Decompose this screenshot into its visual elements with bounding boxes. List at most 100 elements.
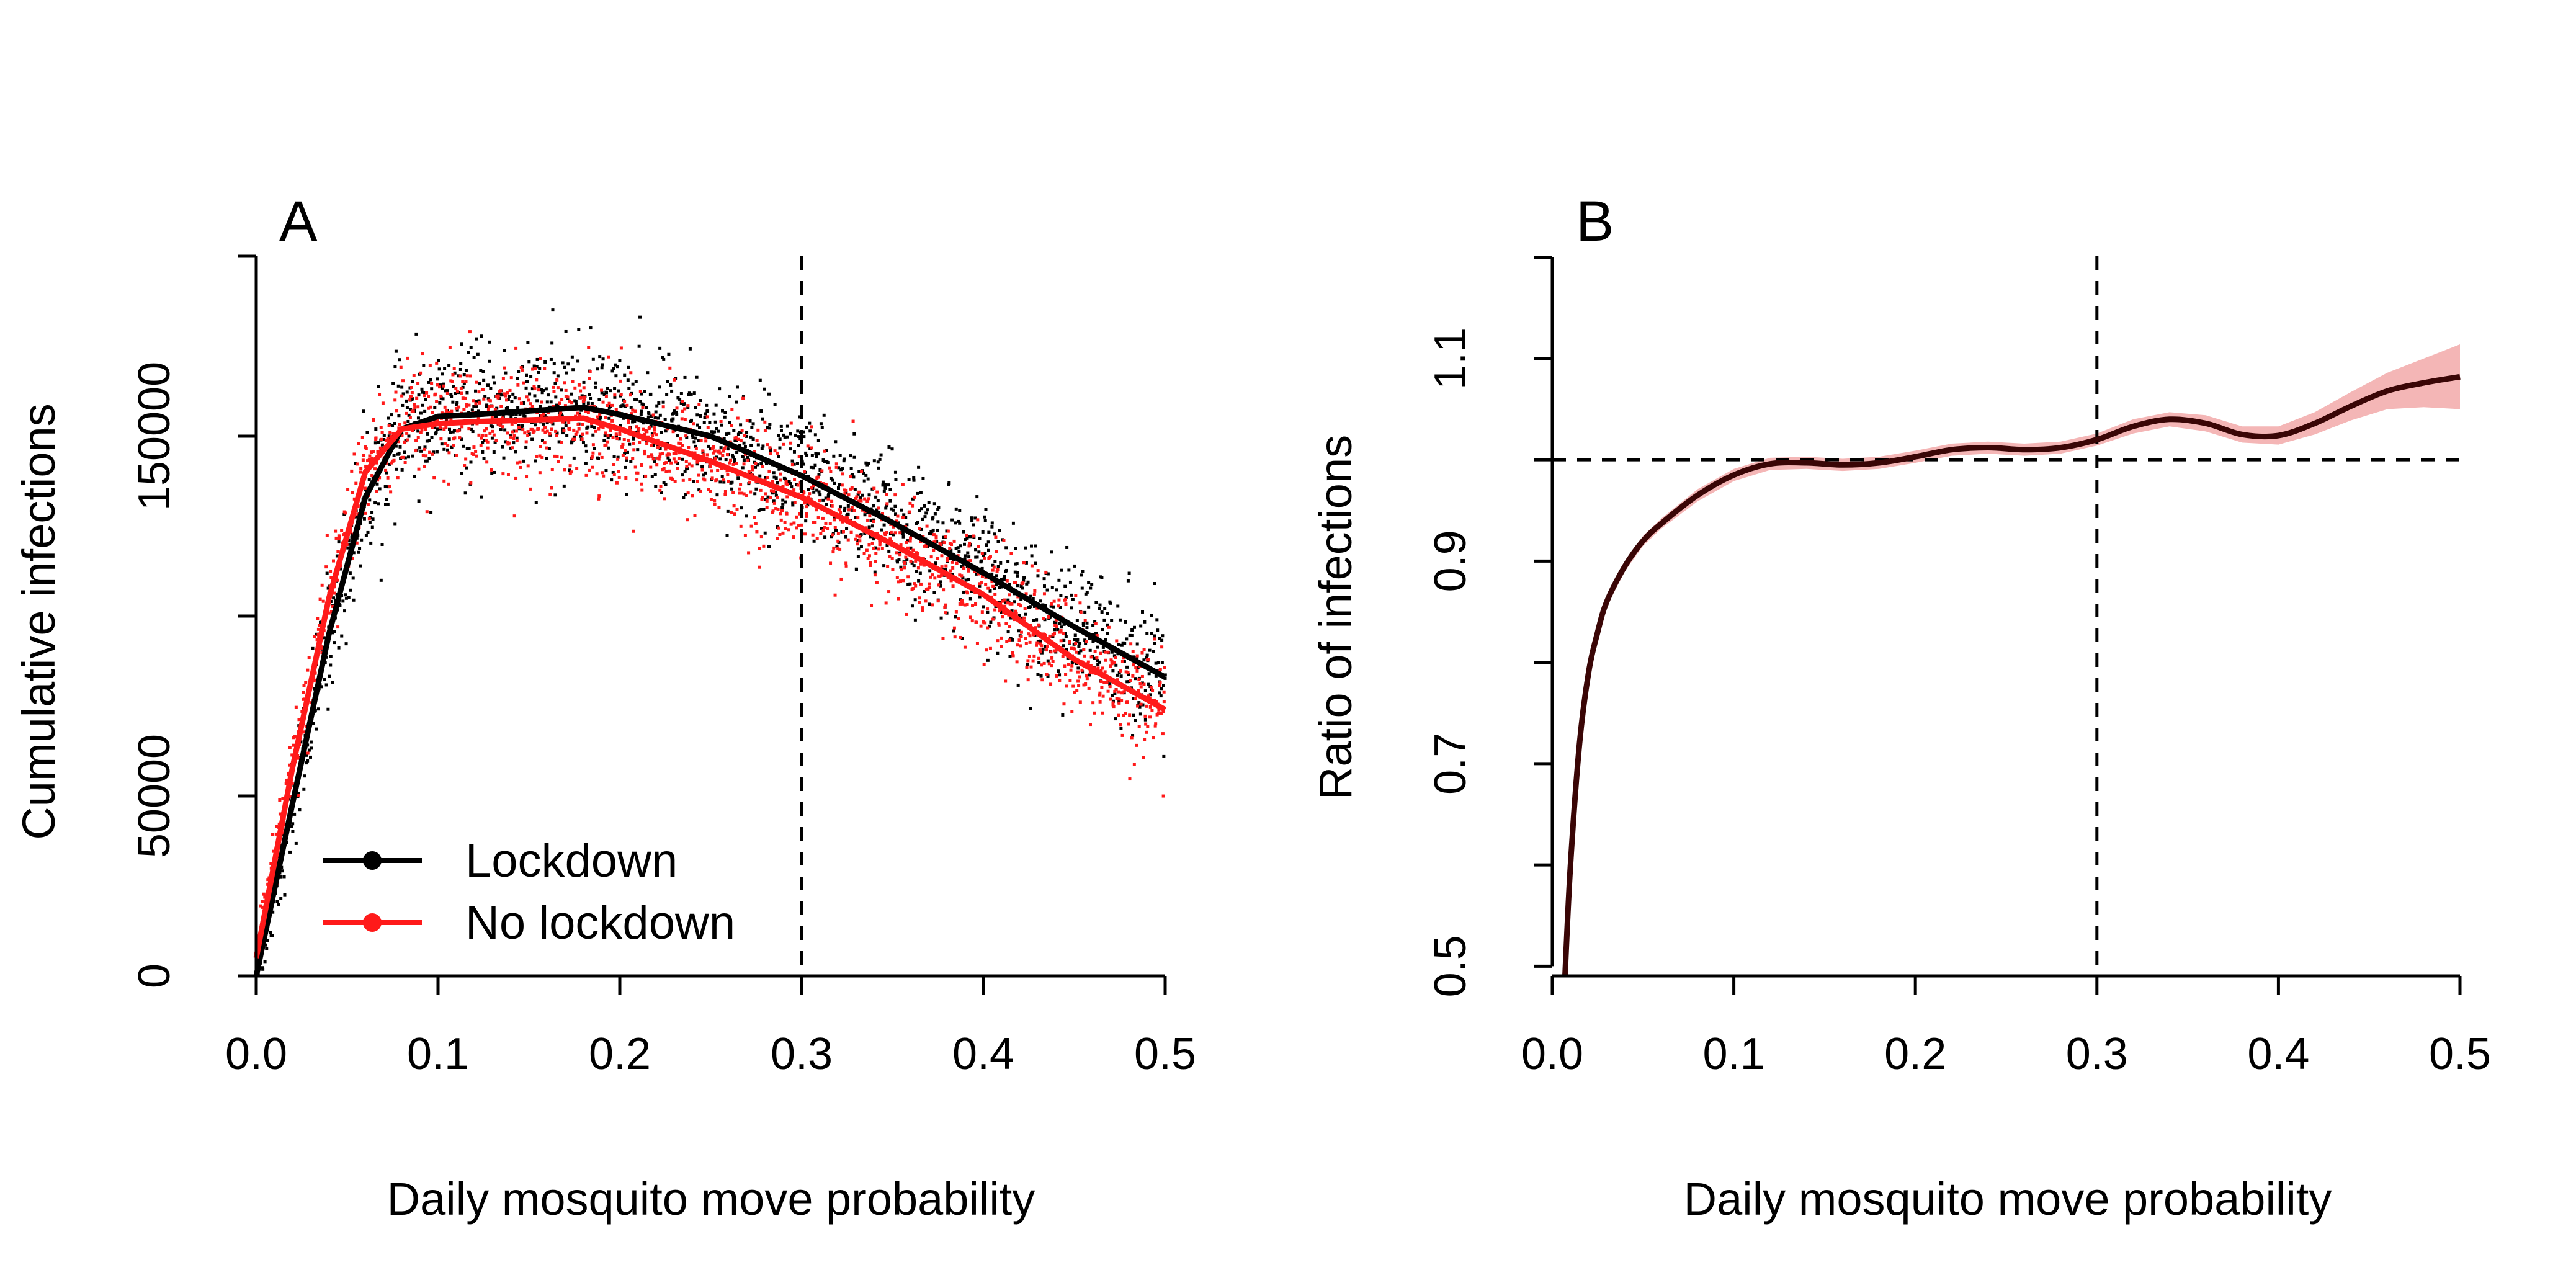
scatter-point bbox=[1160, 687, 1163, 691]
scatter-point bbox=[1076, 679, 1080, 683]
scatter-point bbox=[1163, 676, 1167, 680]
scatter-point bbox=[979, 580, 983, 584]
scatter-point bbox=[424, 459, 427, 463]
scatter-point bbox=[450, 380, 454, 383]
scatter-point bbox=[782, 433, 785, 437]
scatter-point bbox=[440, 442, 444, 446]
scatter-point bbox=[562, 429, 566, 432]
scatter-point bbox=[1064, 602, 1068, 606]
scatter-point bbox=[762, 544, 766, 548]
scatter-point bbox=[640, 482, 643, 486]
scatter-point bbox=[761, 417, 765, 421]
scatter-point bbox=[679, 437, 682, 441]
scatter-point bbox=[830, 504, 834, 508]
scatter-point bbox=[974, 620, 978, 624]
scatter-point bbox=[1019, 584, 1023, 588]
scatter-point bbox=[881, 512, 885, 516]
scatter-point bbox=[781, 485, 785, 488]
scatter-point bbox=[982, 605, 985, 609]
scatter-point bbox=[546, 393, 550, 397]
scatter-point bbox=[1124, 712, 1127, 715]
scatter-point bbox=[281, 797, 285, 800]
scatter-point bbox=[510, 400, 514, 403]
scatter-point bbox=[530, 387, 534, 391]
scatter-point bbox=[715, 493, 719, 497]
scatter-point bbox=[428, 450, 432, 454]
scatter-point bbox=[604, 469, 608, 473]
scatter-point bbox=[1015, 562, 1019, 566]
scatter-point bbox=[352, 551, 356, 555]
scatter-point bbox=[512, 441, 516, 445]
scatter-point bbox=[986, 658, 990, 662]
scatter-point bbox=[740, 491, 744, 495]
scatter-point bbox=[297, 718, 301, 722]
scatter-point bbox=[1060, 625, 1063, 629]
scatter-point bbox=[324, 683, 328, 687]
scatter-point bbox=[375, 482, 379, 486]
scatter-point bbox=[1000, 610, 1003, 614]
scatter-point bbox=[1042, 617, 1045, 620]
scatter-point bbox=[349, 588, 352, 592]
scatter-point bbox=[535, 378, 539, 382]
scatter-point bbox=[978, 584, 982, 588]
scatter-point bbox=[942, 541, 946, 545]
scatter-point bbox=[923, 504, 926, 508]
scatter-point bbox=[406, 455, 410, 459]
scatter-point bbox=[996, 639, 1000, 643]
scatter-point bbox=[1151, 689, 1155, 692]
scatter-point bbox=[1143, 718, 1147, 722]
scatter-point bbox=[1073, 647, 1076, 651]
scatter-point bbox=[452, 367, 456, 370]
scatter-point bbox=[1052, 605, 1055, 609]
scatter-point bbox=[771, 480, 774, 483]
scatter-point bbox=[421, 352, 424, 356]
scatter-point bbox=[859, 533, 863, 537]
scatter-point bbox=[1053, 628, 1057, 632]
scatter-point bbox=[1109, 601, 1112, 605]
scatter-point bbox=[905, 558, 909, 561]
scatter-point bbox=[741, 396, 745, 400]
scatter-point bbox=[821, 516, 825, 520]
scatter-point bbox=[887, 483, 890, 487]
scatter-point bbox=[377, 441, 380, 444]
scatter-point bbox=[695, 375, 699, 379]
scatter-point bbox=[927, 602, 931, 606]
scatter-point bbox=[759, 488, 763, 492]
scatter-point bbox=[877, 466, 880, 470]
scatter-point bbox=[381, 401, 385, 405]
scatter-point bbox=[1145, 730, 1148, 734]
scatter-point bbox=[1102, 681, 1106, 684]
scatter-point bbox=[419, 411, 423, 415]
scatter-point bbox=[457, 429, 461, 432]
scatter-point bbox=[346, 546, 350, 550]
scatter-point bbox=[797, 524, 800, 527]
scatter-point bbox=[833, 526, 837, 530]
scatter-point bbox=[676, 396, 680, 400]
scatter-point bbox=[963, 557, 967, 561]
scatter-point bbox=[1085, 677, 1089, 681]
scatter-point bbox=[911, 497, 915, 501]
scatter-point bbox=[740, 506, 743, 510]
scatter-point bbox=[952, 629, 955, 633]
scatter-point bbox=[877, 506, 880, 510]
scatter-point bbox=[990, 580, 994, 584]
scatter-point bbox=[628, 393, 632, 397]
scatter-point bbox=[784, 500, 787, 504]
scatter-point bbox=[896, 514, 900, 518]
scatter-point bbox=[921, 517, 924, 521]
scatter-point bbox=[649, 392, 653, 396]
scatter-point bbox=[619, 424, 622, 427]
scatter-point bbox=[451, 400, 455, 404]
scatter-point bbox=[902, 513, 906, 517]
scatter-point bbox=[986, 586, 990, 590]
scatter-point bbox=[1067, 663, 1070, 666]
scatter-point bbox=[1114, 655, 1117, 659]
scatter-point bbox=[731, 462, 735, 466]
scatter-point bbox=[364, 511, 367, 515]
scatter-point bbox=[887, 590, 891, 594]
scatter-point bbox=[607, 355, 610, 359]
scatter-point bbox=[893, 531, 897, 535]
scatter-point bbox=[967, 567, 970, 571]
scatter-point bbox=[1088, 648, 1092, 652]
scatter-point bbox=[1033, 561, 1037, 565]
